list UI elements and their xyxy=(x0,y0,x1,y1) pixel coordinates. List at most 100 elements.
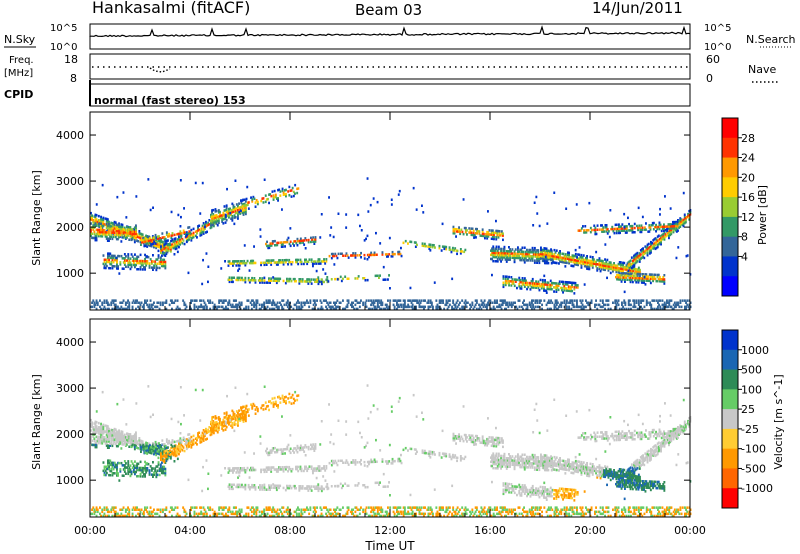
range-gate-cell xyxy=(201,230,204,234)
range-gate-cell xyxy=(135,431,137,434)
range-gate-cell xyxy=(629,272,632,275)
range-gate-cell xyxy=(119,227,122,231)
range-gate-cell xyxy=(144,257,146,261)
range-gate-cell xyxy=(224,424,227,427)
range-gate-cell xyxy=(543,259,546,262)
range-gate-cell xyxy=(531,259,534,262)
range-gate-cell xyxy=(131,307,134,311)
range-gate-cell xyxy=(109,256,112,260)
range-gate-cell xyxy=(387,255,389,258)
range-gate-cell xyxy=(159,258,162,261)
range-gate-cell xyxy=(505,279,508,283)
range-gate-cell xyxy=(587,259,590,262)
range-gate-cell xyxy=(197,436,199,439)
range-gate-cell xyxy=(672,228,675,232)
range-gate-cell xyxy=(384,253,387,256)
range-gate-cell xyxy=(318,262,321,265)
range-gate-cell xyxy=(473,305,476,309)
range-gate-cell xyxy=(95,218,98,221)
freq-tick-bottom: 8 xyxy=(70,72,77,85)
range-gate-cell xyxy=(277,263,279,266)
range-gate-cell xyxy=(122,474,125,477)
range-gate-cell xyxy=(256,200,259,204)
range-gate-cell xyxy=(557,282,560,285)
range-gate-cell xyxy=(165,250,168,253)
range-gate-cell xyxy=(138,466,141,470)
range-gate-cell xyxy=(115,432,118,436)
colorbar-tick-label: 16 xyxy=(741,191,755,204)
range-gate-cell xyxy=(393,307,396,311)
range-gate-cell xyxy=(93,430,96,433)
range-gate-cell xyxy=(422,244,425,248)
range-gate-cell xyxy=(136,468,139,472)
range-gate-cell xyxy=(581,303,584,307)
range-gate-cell xyxy=(106,220,109,223)
range-gate-cell xyxy=(147,444,150,447)
range-gate-cell xyxy=(657,242,660,246)
range-gate-cell xyxy=(100,422,102,426)
range-gate-cell xyxy=(238,301,241,304)
range-gate-cell xyxy=(385,305,388,309)
range-gate-cell xyxy=(220,421,222,425)
range-gate-cell xyxy=(655,230,657,233)
range-gate-cell xyxy=(136,235,138,238)
range-gate-cell xyxy=(150,467,153,470)
range-gate-cell xyxy=(570,256,573,259)
power-colorbar-label: Power [dB] xyxy=(756,185,769,245)
range-gate-cell xyxy=(499,258,501,261)
range-gate-cell xyxy=(140,264,143,267)
range-gate-cell xyxy=(163,251,166,255)
range-gate-cell xyxy=(486,305,488,309)
range-gate-cell xyxy=(302,301,305,304)
range-gate-cell xyxy=(208,223,211,226)
range-gate-cell xyxy=(572,303,575,307)
range-gate-cell xyxy=(643,250,646,253)
range-gate-cell xyxy=(530,279,533,283)
range-gate-cell xyxy=(154,262,157,265)
range-gate-cell xyxy=(607,230,610,233)
range-gate-cell xyxy=(152,461,154,464)
range-gate-cell xyxy=(576,301,578,304)
range-gate-cell xyxy=(196,436,198,440)
range-gate-cell xyxy=(627,265,630,268)
range-gate-cell xyxy=(351,303,353,307)
range-gate-cell xyxy=(580,258,583,261)
range-gate-cell xyxy=(263,263,266,267)
range-gate-cell xyxy=(291,186,294,190)
range-gate-cell xyxy=(659,305,662,309)
range-gate-cell xyxy=(639,226,642,230)
range-gate-cell xyxy=(120,430,123,433)
range-gate-cell xyxy=(313,260,315,263)
range-gate-cell xyxy=(297,262,300,266)
range-gate-cell xyxy=(120,436,123,439)
range-gate-cell xyxy=(603,230,606,233)
range-gate-cell xyxy=(677,303,680,307)
range-gate-cell xyxy=(508,303,511,307)
range-gate-cell xyxy=(663,282,666,285)
range-gate-cell xyxy=(626,274,629,277)
range-gate-cell xyxy=(106,225,109,228)
range-gate-cell xyxy=(222,211,225,215)
range-gate-cell xyxy=(296,187,299,191)
range-gate-cell xyxy=(124,441,127,444)
range-gate-cell xyxy=(148,451,151,454)
range-gate-cell xyxy=(686,215,688,219)
range-gate-cell xyxy=(230,278,233,281)
range-gate-cell xyxy=(526,307,529,311)
range-gate-cell xyxy=(99,305,101,309)
range-gate-cell xyxy=(244,212,247,216)
range-gate-cell xyxy=(544,247,547,250)
range-gate-cell xyxy=(176,242,179,245)
range-gate-cell xyxy=(220,214,222,218)
range-gate-cell xyxy=(660,241,662,244)
range-gate-cell xyxy=(524,254,527,258)
range-gate-cell xyxy=(317,276,320,279)
range-gate-cell xyxy=(555,286,558,289)
range-gate-cell xyxy=(127,470,130,473)
range-gate-cell xyxy=(94,426,97,430)
range-gate-cell xyxy=(496,253,499,257)
range-gate-cell xyxy=(289,240,292,243)
range-gate-cell xyxy=(109,469,112,473)
range-gate-cell xyxy=(188,234,190,237)
range-gate-cell xyxy=(603,268,605,271)
